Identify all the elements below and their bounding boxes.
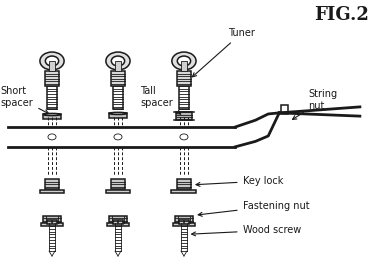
Bar — [111, 71, 125, 86]
Bar — [281, 105, 288, 114]
Bar — [47, 86, 57, 109]
Bar — [175, 216, 193, 223]
Bar — [109, 113, 127, 118]
Text: Tall
spacer: Tall spacer — [140, 86, 181, 114]
Bar — [49, 61, 55, 71]
Circle shape — [180, 134, 188, 140]
Circle shape — [114, 134, 122, 140]
Circle shape — [177, 56, 190, 66]
Bar — [43, 114, 61, 119]
Bar — [43, 216, 61, 223]
Circle shape — [172, 52, 196, 70]
Bar — [107, 223, 129, 226]
Bar — [171, 190, 196, 193]
Bar — [179, 86, 189, 109]
Bar — [109, 216, 127, 223]
Bar — [47, 220, 57, 224]
Bar — [105, 190, 130, 193]
Text: Key lock: Key lock — [196, 176, 283, 186]
Bar — [179, 220, 189, 224]
Bar — [176, 112, 192, 120]
Bar — [177, 71, 191, 86]
Text: Fastening nut: Fastening nut — [198, 201, 309, 216]
Bar — [177, 179, 191, 189]
Circle shape — [48, 134, 56, 140]
Circle shape — [106, 52, 130, 70]
Bar — [111, 179, 125, 189]
Text: Wood screw: Wood screw — [192, 225, 301, 236]
Bar — [115, 61, 121, 71]
Ellipse shape — [43, 113, 61, 115]
Bar — [113, 86, 123, 109]
Text: FIG.2: FIG.2 — [314, 6, 369, 24]
Text: Tuner: Tuner — [192, 28, 255, 77]
Bar — [41, 223, 63, 226]
Ellipse shape — [109, 112, 127, 114]
Bar — [39, 190, 64, 193]
Circle shape — [45, 56, 58, 66]
Circle shape — [40, 52, 64, 70]
Circle shape — [111, 56, 125, 66]
Text: String
nut: String nut — [292, 89, 338, 119]
Bar — [45, 71, 59, 86]
Bar — [173, 223, 195, 226]
Bar — [181, 61, 187, 71]
Bar — [45, 179, 59, 189]
Text: Short
spacer: Short spacer — [1, 86, 48, 114]
Bar — [113, 220, 123, 224]
